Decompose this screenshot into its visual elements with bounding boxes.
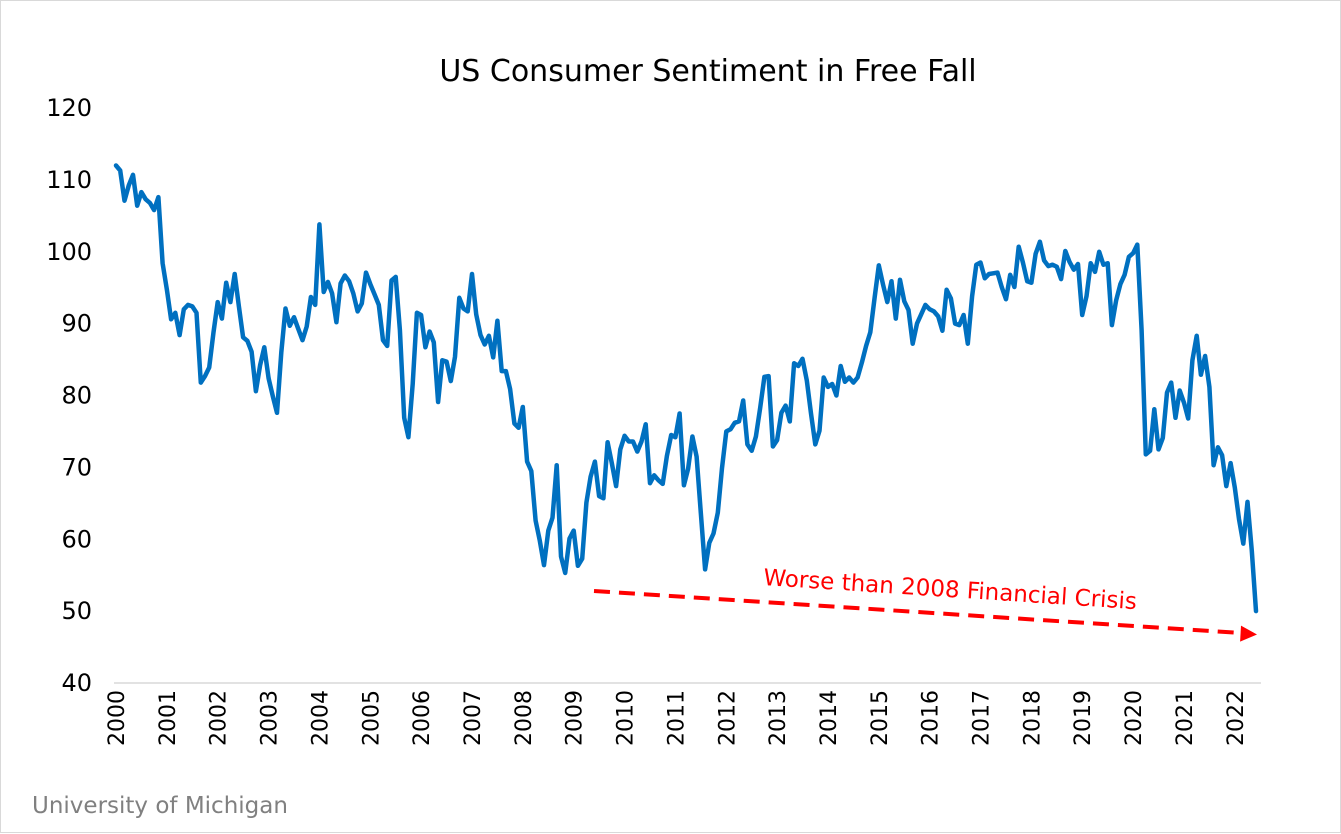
x-tick-label: 2010	[614, 690, 639, 746]
y-tick-label: 70	[61, 453, 92, 481]
x-tick-label: 2016	[919, 690, 944, 746]
x-tick-label: 2020	[1122, 690, 1147, 746]
x-tick-label: 2022	[1224, 690, 1249, 746]
chart-title: US Consumer Sentiment in Free Fall	[439, 54, 976, 89]
x-tick-label: 2002	[207, 690, 232, 746]
trend-arrow-head	[1240, 625, 1257, 642]
trend-arrow-line	[593, 589, 1242, 635]
x-tick-label: 2017	[970, 690, 995, 746]
y-tick-label: 80	[61, 382, 92, 410]
x-tick-label: 2013	[766, 690, 791, 746]
x-tick-label: 2018	[1020, 690, 1045, 746]
x-tick-label: 2000	[105, 690, 130, 746]
x-tick-label: 2007	[461, 690, 486, 746]
y-tick-label: 50	[61, 597, 92, 625]
x-tick-label: 2006	[410, 690, 435, 746]
y-tick-label: 90	[61, 310, 92, 338]
x-tick-label: 2005	[359, 690, 384, 746]
x-tick-label: 2003	[258, 690, 283, 746]
x-tick-label: 2001	[156, 690, 181, 746]
y-tick-label: 120	[46, 94, 92, 122]
y-tick-label: 100	[46, 238, 92, 266]
x-tick-label: 2015	[868, 690, 893, 746]
x-tick-label: 2011	[664, 690, 689, 746]
x-tick-label: 2012	[715, 690, 740, 746]
source-credit: University of Michigan	[32, 793, 288, 819]
x-tick-label: 2019	[1071, 690, 1096, 746]
y-tick-label: 40	[61, 669, 92, 697]
x-tick-label: 2014	[817, 690, 842, 746]
x-tick-label: 2004	[308, 690, 333, 746]
x-tick-label: 2008	[512, 690, 537, 746]
y-tick-label: 110	[46, 166, 92, 194]
annotation-text: Worse than 2008 Financial Crisis	[763, 565, 1138, 615]
y-tick-label: 60	[61, 525, 92, 553]
x-tick-label: 2009	[563, 690, 588, 746]
y-axis-ticks: 40 50 60 70 80 90 100 110 120	[46, 94, 92, 697]
x-tick-label: 2021	[1173, 690, 1198, 746]
x-axis-ticks: 2000 2001 2002 2003 2004 2005 2006 2007 2008 2009…	[105, 690, 1249, 746]
sentiment-series-line	[113, 163, 1259, 614]
